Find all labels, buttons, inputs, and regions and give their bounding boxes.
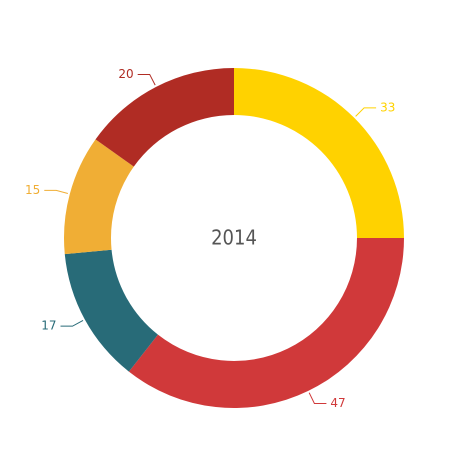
data-label: 33 — [380, 100, 395, 114]
donut-slice — [95, 68, 234, 167]
leader-line — [308, 392, 327, 405]
center-label: 2014 — [211, 226, 257, 250]
leader-line — [355, 107, 377, 117]
donut-slice — [128, 238, 405, 408]
leader-line — [44, 189, 68, 194]
data-label: 15 — [25, 183, 40, 197]
donut-slice — [64, 249, 158, 372]
data-label: 20 — [118, 67, 133, 81]
donut-slice — [64, 139, 134, 255]
leader-line — [60, 319, 84, 327]
donut-slice — [234, 68, 404, 238]
data-label: 17 — [41, 319, 56, 333]
data-label: 47 — [330, 396, 345, 410]
leader-line — [137, 73, 156, 86]
